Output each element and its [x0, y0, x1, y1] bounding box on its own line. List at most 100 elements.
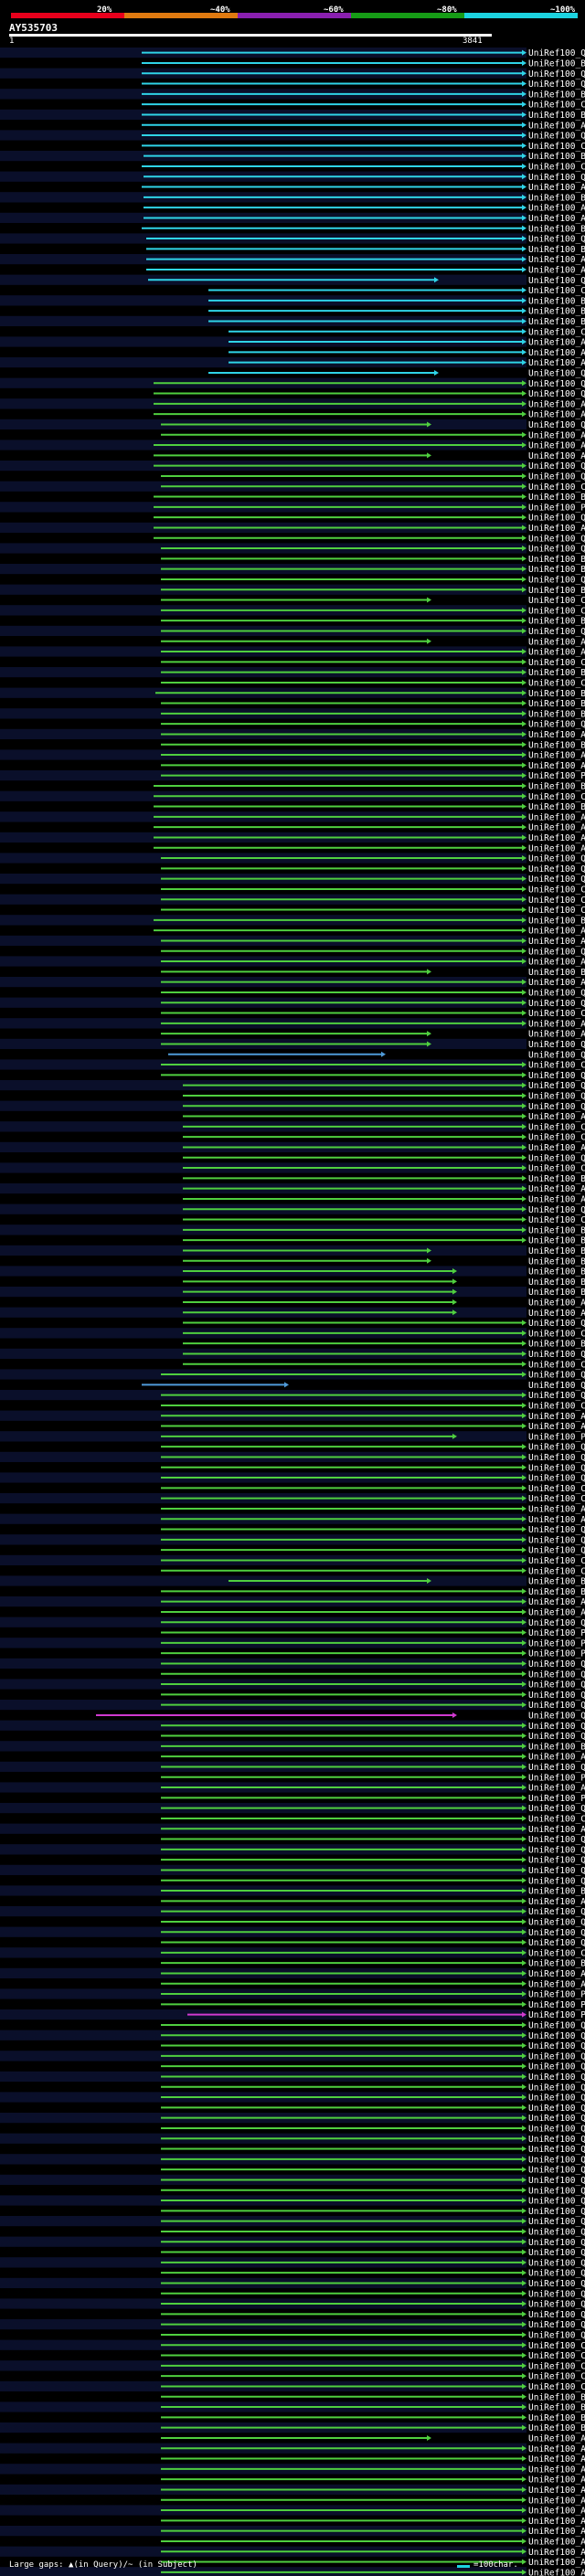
hit-label[interactable]: UniRef100_Q41421	[528, 2114, 585, 2124]
hit-label[interactable]: UniRef100_A9P071	[528, 358, 585, 368]
hit-label[interactable]: UniRef100_Q8LCZ4	[528, 1670, 585, 1680]
hit-label[interactable]: UniRef100_Q41424	[528, 2083, 585, 2093]
hit-label[interactable]: UniRef100_Q84539	[528, 545, 585, 555]
hit-label[interactable]: UniRef100_B4JGT7	[528, 565, 585, 575]
hit-label[interactable]: UniRef100_B9SQ36	[528, 152, 585, 162]
hit-label[interactable]: UniRef100_B7SAW4	[528, 1256, 585, 1267]
hit-label[interactable]: UniRef100_Q04443	[528, 2289, 585, 2299]
hit-label[interactable]: UniRef100_P27523	[528, 771, 585, 781]
hit-label[interactable]: UniRef100_A9T2F8	[528, 265, 585, 275]
hit-label[interactable]: UniRef100_P13851	[528, 1432, 585, 1442]
hit-label[interactable]: UniRef100_Q9SQB1	[528, 1081, 585, 1091]
hit-label[interactable]: UniRef100_Q8H263	[528, 1381, 585, 1391]
hit-label[interactable]: UniRef100_Q41422	[528, 2104, 585, 2114]
hit-label[interactable]: UniRef100_Q04446	[528, 2269, 585, 2279]
hit-label[interactable]: UniRef100_B4FXY3	[528, 1288, 585, 1298]
hit-label[interactable]: UniRef100_P04779	[528, 2000, 585, 2010]
hit-label[interactable]: UniRef100_Q67709	[528, 1876, 585, 1886]
hit-label[interactable]: UniRef100_Q9ZP08	[528, 1907, 585, 1917]
hit-label[interactable]: UniRef100_Q40039	[528, 1463, 585, 1473]
hit-label[interactable]: UniRef100_B9HHW0	[528, 317, 585, 327]
hit-label[interactable]: UniRef100_B7SAW3	[528, 1267, 585, 1277]
hit-label[interactable]: UniRef100_Q9LE96	[528, 1928, 585, 1938]
hit-label[interactable]: UniRef100_Q5QJR7	[528, 461, 585, 472]
hit-label[interactable]: UniRef100_Q9C9K1	[528, 999, 585, 1009]
hit-label[interactable]: UniRef100_B9N576	[528, 1577, 585, 1587]
hit-label[interactable]: UniRef100_A4UP13	[528, 2537, 585, 2547]
hit-label[interactable]: UniRef100_Q9SN26	[528, 1453, 585, 1463]
hit-label[interactable]: UniRef100_Q0PWS5	[528, 875, 585, 885]
hit-label[interactable]: UniRef100_Q41127	[528, 2124, 585, 2134]
hit-label[interactable]: UniRef100_A2YMN1	[528, 978, 585, 988]
hit-label[interactable]: UniRef100_Q27S71	[528, 1691, 585, 1701]
hit-label[interactable]: UniRef100_C0PA77	[528, 1360, 585, 1370]
hit-label[interactable]: UniRef100_C0Z239	[528, 1009, 585, 1019]
hit-label[interactable]: UniRef100_Q10RP2	[528, 1040, 585, 1050]
hit-label[interactable]: UniRef100_B9DHK2	[528, 493, 585, 503]
hit-label[interactable]: UniRef100_A1B4C6	[528, 2568, 585, 2576]
hit-label[interactable]: UniRef100_A9NNM9	[528, 843, 585, 853]
hit-label[interactable]: UniRef100_B9S1D9	[528, 1225, 585, 1235]
hit-label[interactable]: UniRef100_B4FBH9	[528, 555, 585, 565]
hit-label[interactable]: UniRef100_A3BC30	[528, 441, 585, 451]
hit-label[interactable]: UniRef100_B7SAW1	[528, 90, 585, 100]
hit-label[interactable]: UniRef100_Q04686	[528, 2320, 585, 2330]
hit-label[interactable]: UniRef100_B6SC37	[528, 1277, 585, 1288]
hit-label[interactable]: UniRef100_C5XW47	[528, 596, 585, 606]
hit-label[interactable]: UniRef100_Q41004	[528, 2135, 585, 2145]
hit-label[interactable]: UniRef100_B9SCN2	[528, 296, 585, 306]
hit-label[interactable]: UniRef100_B9RK34	[528, 307, 585, 317]
hit-label[interactable]: UniRef100_Q9FJA6	[528, 627, 585, 637]
hit-label[interactable]: UniRef100_P12360	[528, 503, 585, 513]
hit-label[interactable]: UniRef100_Q40185	[528, 2155, 585, 2165]
hit-label[interactable]: UniRef100_Q59K58	[528, 2051, 585, 2062]
hit-label[interactable]: UniRef100_B9HUE0	[528, 740, 585, 750]
hit-label[interactable]: UniRef100_A4F3R3	[528, 2558, 585, 2568]
hit-label[interactable]: UniRef100_C5Y8D1	[528, 482, 585, 493]
hit-label[interactable]: UniRef100_C6TDC5	[528, 101, 585, 111]
hit-label[interactable]: UniRef100_Q7QMN9	[528, 379, 585, 389]
hit-label[interactable]: UniRef100_Q9UF88	[528, 48, 585, 58]
hit-label[interactable]: UniRef100_P92919	[528, 1794, 585, 1804]
hit-label[interactable]: UniRef100_P27490	[528, 1990, 585, 2000]
hit-label[interactable]: UniRef100_Q9ASF1	[528, 1443, 585, 1453]
hit-label[interactable]: UniRef100_A2BL40	[528, 121, 585, 131]
hit-label[interactable]: UniRef100_Q9AXR7	[528, 1938, 585, 1948]
hit-label[interactable]: UniRef100_C6TLL3	[528, 286, 585, 296]
hit-label[interactable]: UniRef100_A5B523	[528, 1019, 585, 1029]
hit-label[interactable]: UniRef100_A7U0N2	[528, 1607, 585, 1617]
hit-label[interactable]: UniRef100_A9NPG5	[528, 1504, 585, 1514]
hit-label[interactable]: UniRef100_Q9C5R6	[528, 1763, 585, 1773]
hit-label[interactable]: UniRef100_C0PRU3	[528, 327, 585, 337]
hit-label[interactable]: UniRef100_A9NC00	[528, 338, 585, 348]
hit-label[interactable]: UniRef100_Q14P10	[528, 2197, 585, 2207]
hit-label[interactable]: UniRef100_B4FL55	[528, 1174, 585, 1184]
hit-label[interactable]: UniRef100_Q41447	[528, 2062, 585, 2072]
hit-label[interactable]: UniRef100_Q40512	[528, 514, 585, 524]
hit-label[interactable]: UniRef100_B8A1J8	[528, 1742, 585, 1752]
hit-label[interactable]: UniRef100_C1K5B4	[528, 606, 585, 616]
hit-label[interactable]: UniRef100_A2SYZ5	[528, 761, 585, 771]
hit-label[interactable]: UniRef100_A7PJV3	[528, 2475, 585, 2486]
hit-label[interactable]: UniRef100_C6TAQ3	[528, 1122, 585, 1132]
hit-label[interactable]: UniRef100_Q94EF9	[528, 1535, 585, 1545]
hit-label[interactable]: UniRef100_C1E0Q9	[528, 1566, 585, 1576]
hit-label[interactable]: UniRef100_Q0PWS4	[528, 1525, 585, 1535]
hit-label[interactable]: UniRef100_A9NPF9	[528, 2444, 585, 2454]
hit-label[interactable]: UniRef100_Q41747	[528, 1205, 585, 1215]
hit-label[interactable]: UniRef100_B9RBV1	[528, 1246, 585, 1256]
hit-label[interactable]: UniRef100_Q06448	[528, 2248, 585, 2258]
hit-label[interactable]: UniRef100_A4UPR8	[528, 2527, 585, 2537]
hit-label[interactable]: UniRef100_A9NX97	[528, 833, 585, 843]
hit-label[interactable]: UniRef100_A4UP12	[528, 1515, 585, 1525]
hit-label[interactable]: UniRef100_P04777	[528, 1649, 585, 1659]
hit-label[interactable]: UniRef100_A5BW14	[528, 1412, 585, 1422]
hit-label[interactable]: UniRef100_A5HEG3	[528, 524, 585, 534]
hit-label[interactable]: UniRef100_C1K5D1	[528, 142, 585, 152]
hit-label[interactable]: UniRef100_A2ZDX1	[528, 937, 585, 947]
hit-label[interactable]: UniRef100_C5X8Q1	[528, 2361, 585, 2371]
hit-label[interactable]: UniRef100_B5A414	[528, 1959, 585, 1969]
hit-label[interactable]: UniRef100_C6TAN2	[528, 896, 585, 906]
hit-label[interactable]: UniRef100_A4UPJ6	[528, 1784, 585, 1794]
hit-label[interactable]: UniRef100_B6SLF1	[528, 2413, 585, 2423]
